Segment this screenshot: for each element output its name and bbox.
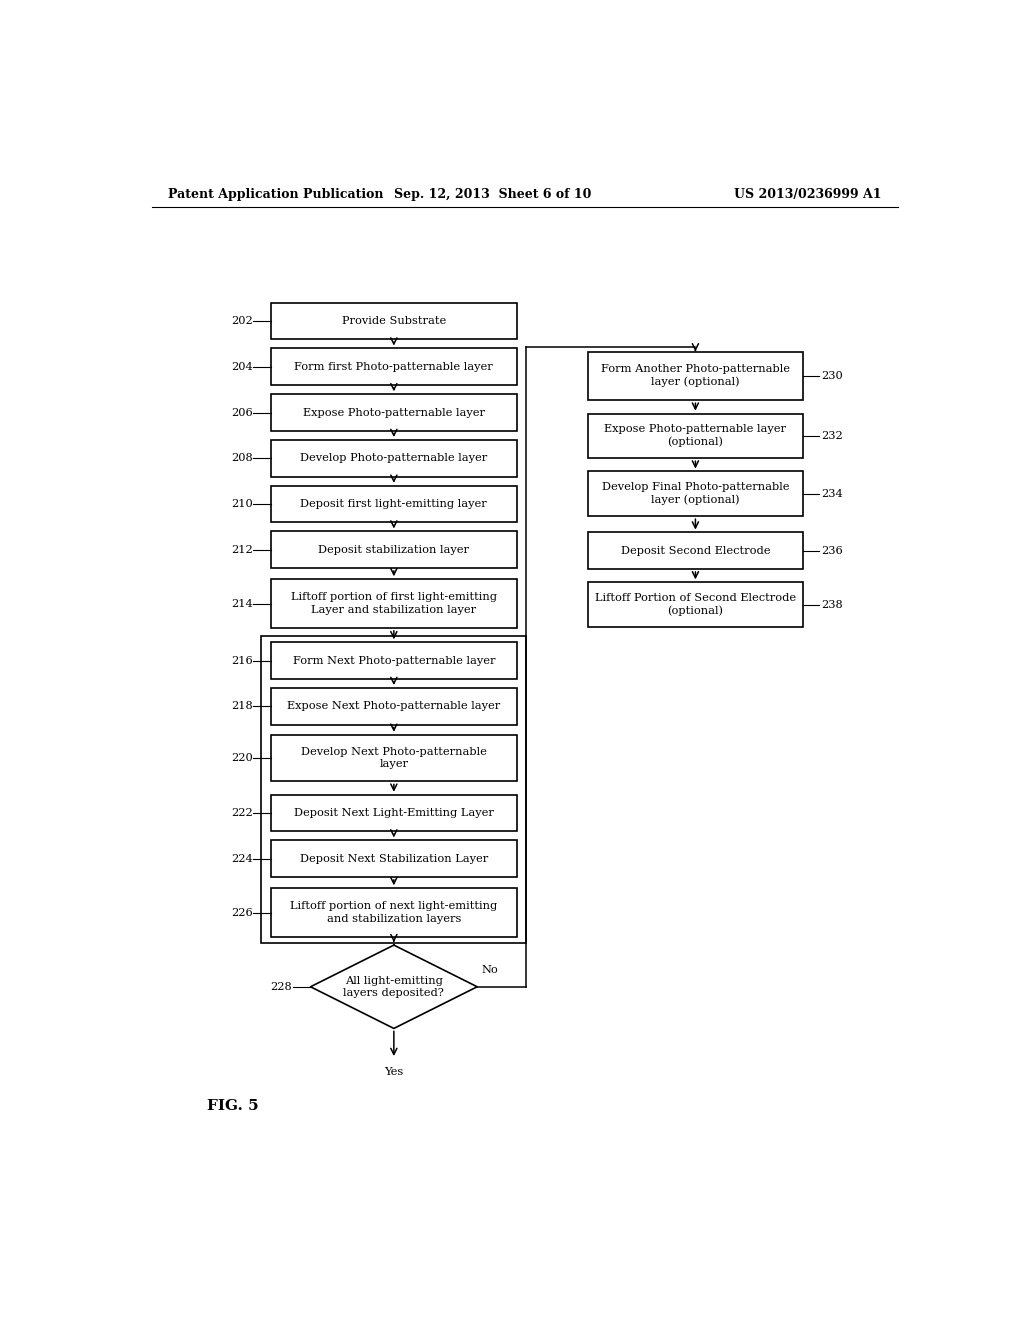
- Text: No: No: [481, 965, 498, 974]
- Bar: [270, 688, 517, 725]
- Text: Deposit first light-emitting layer: Deposit first light-emitting layer: [300, 499, 487, 510]
- Bar: [588, 351, 803, 400]
- Text: 236: 236: [821, 545, 843, 556]
- Bar: [270, 486, 517, 523]
- Bar: [588, 413, 803, 458]
- Text: Develop Next Photo-patternable
layer: Develop Next Photo-patternable layer: [301, 747, 486, 770]
- Text: Liftoff portion of next light-emitting
and stabilization layers: Liftoff portion of next light-emitting a…: [290, 902, 498, 924]
- Text: 220: 220: [230, 754, 253, 763]
- Text: Form first Photo-patternable layer: Form first Photo-patternable layer: [295, 362, 494, 372]
- Text: Deposit Next Stabilization Layer: Deposit Next Stabilization Layer: [300, 854, 488, 863]
- Text: Deposit stabilization layer: Deposit stabilization layer: [318, 545, 469, 554]
- Text: 230: 230: [821, 371, 843, 381]
- Text: 228: 228: [270, 982, 292, 991]
- Text: 238: 238: [821, 599, 843, 610]
- Text: 204: 204: [230, 362, 253, 372]
- Text: 206: 206: [230, 408, 253, 417]
- Text: 202: 202: [230, 315, 253, 326]
- Text: 218: 218: [230, 701, 253, 711]
- Bar: [270, 841, 517, 876]
- Text: 232: 232: [821, 430, 843, 441]
- Bar: [588, 532, 803, 569]
- Bar: [270, 440, 517, 477]
- Text: Liftoff portion of first light-emitting
Layer and stabilization layer: Liftoff portion of first light-emitting …: [291, 593, 497, 615]
- Text: Deposit Second Electrode: Deposit Second Electrode: [621, 545, 770, 556]
- Text: Deposit Next Light-Emitting Layer: Deposit Next Light-Emitting Layer: [294, 808, 494, 818]
- Text: Expose Next Photo-patternable layer: Expose Next Photo-patternable layer: [287, 701, 501, 711]
- Text: US 2013/0236999 A1: US 2013/0236999 A1: [734, 189, 882, 202]
- Text: 208: 208: [230, 453, 253, 463]
- Text: 214: 214: [230, 598, 253, 609]
- Polygon shape: [310, 945, 477, 1028]
- Text: All light-emitting
layers deposited?: All light-emitting layers deposited?: [343, 975, 444, 998]
- Bar: [270, 643, 517, 678]
- Bar: [261, 636, 526, 942]
- Bar: [270, 348, 517, 385]
- Text: Liftoff Portion of Second Electrode
(optional): Liftoff Portion of Second Electrode (opt…: [595, 593, 796, 616]
- Bar: [270, 395, 517, 430]
- Bar: [270, 532, 517, 568]
- Text: 210: 210: [230, 499, 253, 510]
- Bar: [270, 579, 517, 628]
- Text: Expose Photo-patternable layer: Expose Photo-patternable layer: [303, 408, 484, 417]
- Bar: [588, 471, 803, 516]
- Text: Patent Application Publication: Patent Application Publication: [168, 189, 383, 202]
- Text: Form Next Photo-patternable layer: Form Next Photo-patternable layer: [293, 656, 496, 665]
- Text: Expose Photo-patternable layer
(optional): Expose Photo-patternable layer (optional…: [604, 424, 786, 447]
- Bar: [270, 795, 517, 832]
- Text: Develop Final Photo-patternable
layer (optional): Develop Final Photo-patternable layer (o…: [602, 482, 790, 506]
- Text: 224: 224: [230, 854, 253, 863]
- Text: 234: 234: [821, 488, 843, 499]
- Text: FIG. 5: FIG. 5: [207, 1098, 259, 1113]
- Bar: [588, 582, 803, 627]
- Text: Form Another Photo-patternable
layer (optional): Form Another Photo-patternable layer (op…: [601, 364, 790, 388]
- Text: 212: 212: [230, 545, 253, 554]
- Bar: [270, 888, 517, 937]
- Text: Provide Substrate: Provide Substrate: [342, 315, 446, 326]
- Text: 226: 226: [230, 908, 253, 917]
- Bar: [270, 302, 517, 339]
- Text: 216: 216: [230, 656, 253, 665]
- Text: 222: 222: [230, 808, 253, 818]
- Text: Sep. 12, 2013  Sheet 6 of 10: Sep. 12, 2013 Sheet 6 of 10: [394, 189, 592, 202]
- Text: Develop Photo-patternable layer: Develop Photo-patternable layer: [300, 453, 487, 463]
- Bar: [270, 735, 517, 781]
- Text: Yes: Yes: [384, 1067, 403, 1077]
